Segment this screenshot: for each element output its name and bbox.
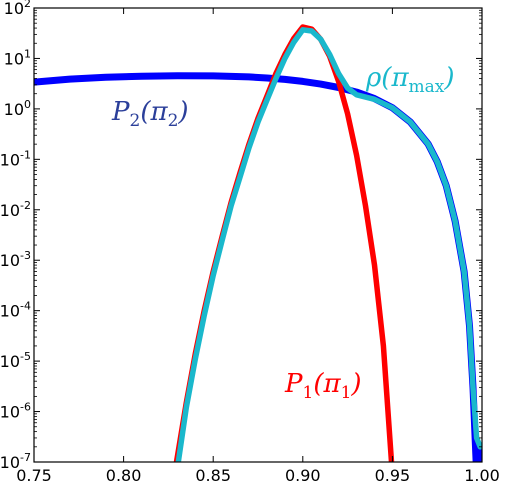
y-tick-label: 10-5: [0, 350, 31, 371]
series-labels: P2(π2) P1(π1) ρ(πmax): [111, 63, 455, 403]
series-label-rho: ρ(πmax): [365, 63, 455, 97]
y-tick-label: 10-3: [0, 249, 31, 270]
y-tick-label: 102: [4, 0, 31, 18]
x-tick-label: 0.85: [195, 466, 231, 484]
series-label-p1: P1(π1): [284, 369, 362, 403]
x-tick-label: 0.80: [106, 466, 142, 484]
plot-frame: [33, 7, 483, 463]
y-tick-label: 10-6: [0, 401, 31, 422]
y-tick-label: 10-4: [0, 300, 31, 321]
x-tick-label: 0.75: [16, 466, 52, 484]
series-line-rho: [175, 27, 482, 462]
y-tick-label: 10-2: [0, 199, 31, 220]
x-tick-label: 0.95: [375, 466, 411, 484]
series-line-p2: [34, 72, 482, 462]
x-tick-label: 0.90: [285, 466, 321, 484]
series-label-p2: P2(π2): [111, 97, 189, 131]
y-tick-label: 10-1: [0, 148, 31, 169]
y-tick-label: 100: [4, 98, 31, 119]
y-tick-label: 101: [4, 47, 31, 68]
x-tick-label: 1.00: [464, 466, 500, 484]
y-tick-label: 10-7: [0, 451, 31, 472]
curves: [34, 24, 482, 462]
